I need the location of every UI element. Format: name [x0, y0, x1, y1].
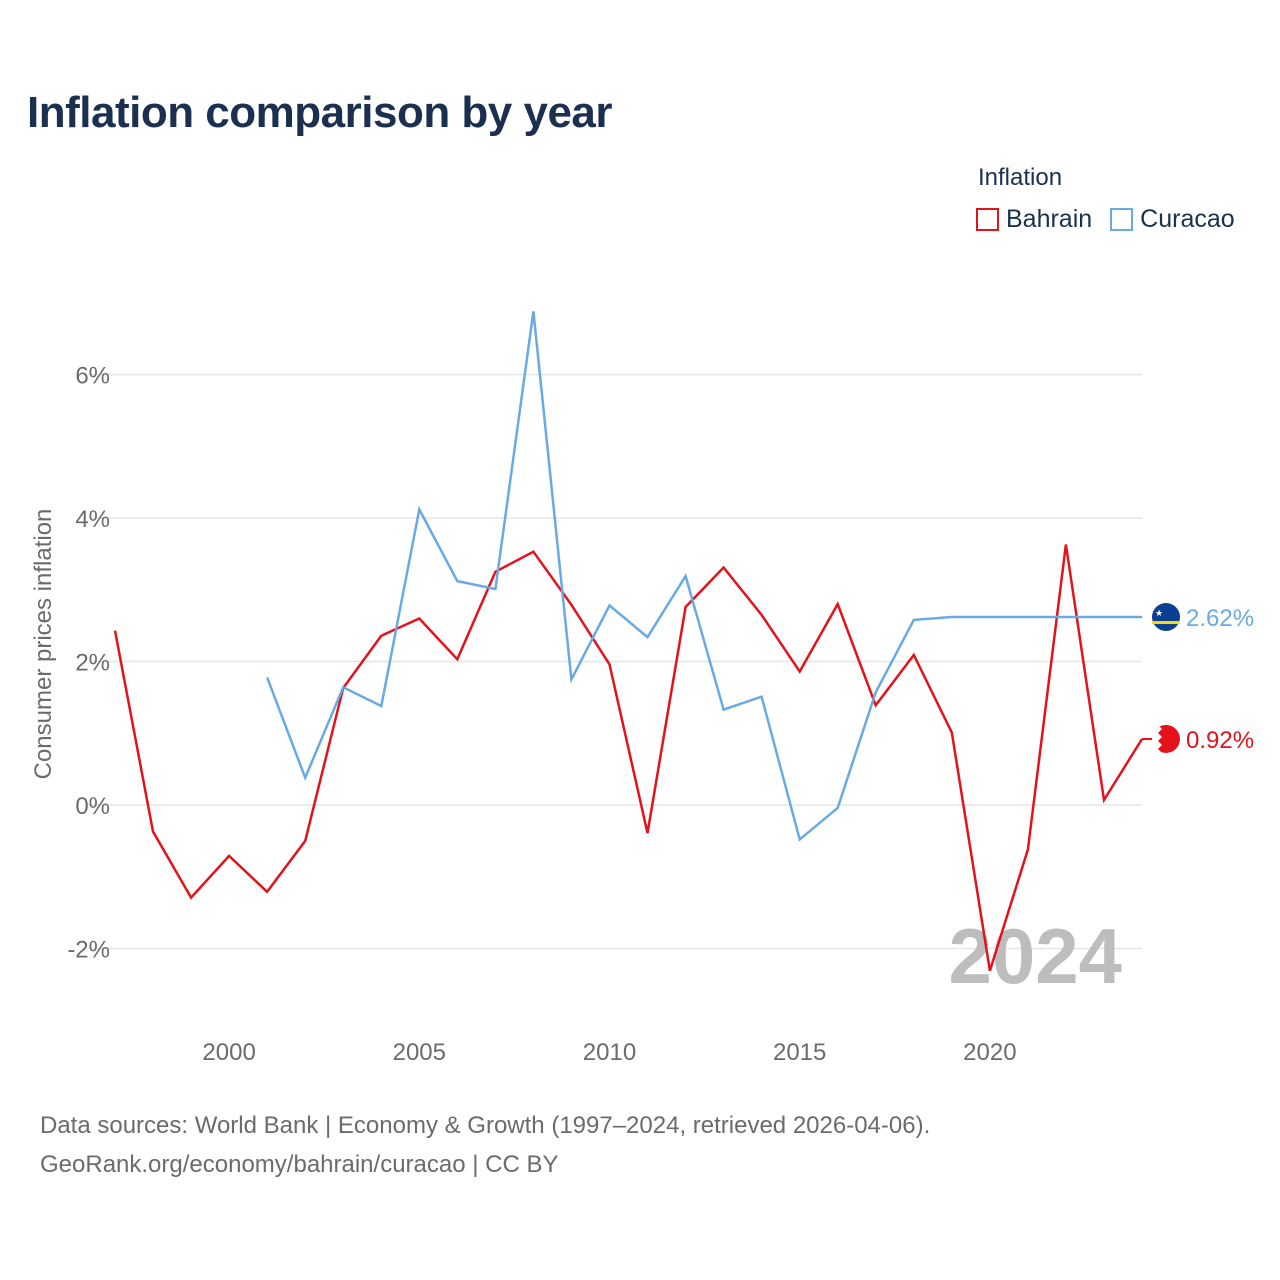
x-tick-label: 2000	[202, 1039, 255, 1066]
legend-swatch-bahrain	[976, 208, 999, 231]
legend-item-bahrain[interactable]: Bahrain	[976, 205, 1092, 234]
end-label-bahrain: 0.92%	[1186, 727, 1254, 754]
end-label-curacao: 2.62%	[1186, 605, 1254, 632]
series-line-curacao	[265, 311, 1142, 842]
x-tick-label: 2010	[583, 1039, 636, 1066]
curacao-flag-star-icon: ★	[1155, 608, 1163, 618]
legend-swatch-curacao	[1110, 208, 1134, 231]
y-tick-label: 0%	[75, 793, 110, 820]
year-watermark: 2024	[948, 912, 1122, 1000]
legend: Bahrain Curacao	[976, 205, 1253, 234]
y-axis-label: Consumer prices inflation	[30, 509, 57, 780]
legend-title: Inflation	[978, 164, 1063, 191]
y-tick-label: -2%	[67, 937, 110, 964]
series-line-bahrain	[113, 544, 1144, 972]
chart-title: Inflation comparison by year	[27, 88, 613, 137]
x-tick-label: 2015	[773, 1039, 826, 1066]
x-tick-label: 2020	[963, 1039, 1016, 1066]
x-tick-label: 2005	[393, 1039, 446, 1066]
legend-item-curacao[interactable]: Curacao	[1110, 205, 1235, 234]
source-note: Data sources: World Bank | Economy & Gro…	[40, 1106, 930, 1184]
source-line-1[interactable]: Data sources: World Bank | Economy & Gro…	[40, 1112, 931, 1139]
legend-label-bahrain: Bahrain	[1006, 205, 1093, 233]
y-tick-label: 6%	[75, 363, 110, 390]
y-tick-label: 4%	[75, 506, 110, 533]
source-line-2[interactable]: GeoRank.org/economy/bahrain/curacao | CC…	[40, 1151, 559, 1178]
y-tick-label: 2%	[75, 650, 110, 677]
curacao-flag-stripe-icon	[1152, 621, 1180, 625]
bahrain-flag-band-icon	[1152, 724, 1162, 753]
legend-label-curacao: Curacao	[1140, 205, 1235, 233]
